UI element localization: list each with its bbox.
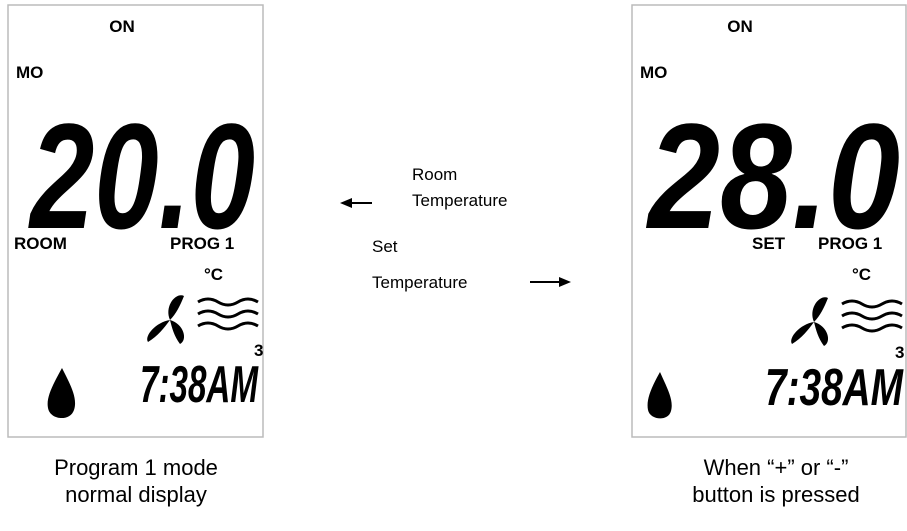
annotation: Temperature bbox=[412, 191, 507, 210]
time: 7:38AM bbox=[140, 356, 259, 414]
temperature: 20.0 bbox=[28, 92, 255, 260]
annotation: Temperature bbox=[372, 273, 467, 292]
lcd-frame bbox=[631, 4, 907, 438]
set-label: SET bbox=[752, 234, 786, 253]
fan-speed: 3 bbox=[895, 343, 904, 362]
flame-icon bbox=[647, 372, 672, 419]
arrow-left bbox=[340, 198, 372, 208]
status: ON bbox=[109, 17, 135, 36]
day: MO bbox=[640, 63, 667, 82]
fan-speed: 3 bbox=[254, 341, 263, 360]
left-display: ON MO 20.0 ROOM PROG 1 °C 3 7:38AM bbox=[7, 4, 264, 438]
temperature: 28.0 bbox=[645, 92, 900, 260]
status: ON bbox=[727, 17, 753, 36]
unit: °C bbox=[204, 265, 223, 284]
program: PROG 1 bbox=[818, 234, 882, 253]
annotation: Set bbox=[372, 237, 398, 256]
caption-line: Program 1 mode bbox=[54, 455, 218, 480]
caption-line: normal display bbox=[65, 482, 207, 507]
day: MO bbox=[16, 63, 43, 82]
caption-line: button is pressed bbox=[692, 482, 860, 507]
lcd-frame bbox=[7, 4, 264, 438]
fan-icon bbox=[147, 295, 185, 344]
wave-icon bbox=[197, 297, 259, 331]
wave-icon bbox=[841, 299, 903, 333]
flame-icon bbox=[47, 368, 76, 419]
arrow-right bbox=[530, 277, 571, 287]
right-display: ON MO 28.0 SET PROG 1 °C 3 7:38AM bbox=[631, 4, 907, 438]
program: PROG 1 bbox=[170, 234, 234, 253]
room-label: ROOM bbox=[14, 234, 67, 253]
caption-line: When “+” or “-” bbox=[704, 455, 849, 480]
unit: °C bbox=[852, 265, 871, 284]
fan-icon bbox=[791, 297, 829, 346]
time: 7:38AM bbox=[765, 359, 904, 417]
annotation: Room bbox=[412, 165, 457, 184]
